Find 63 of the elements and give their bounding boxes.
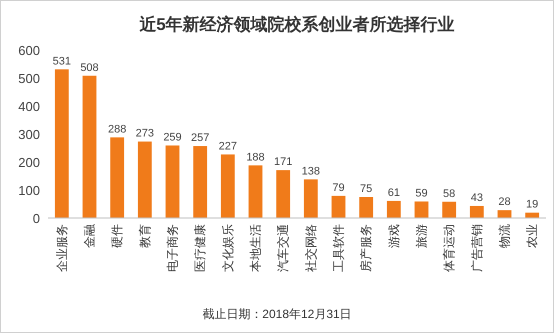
y-tick-label: 100 [18, 183, 40, 198]
data-label: 288 [108, 123, 126, 136]
data-label: 59 [415, 187, 428, 200]
data-label: 257 [190, 132, 210, 144]
y-tick-label: 500 [18, 71, 40, 86]
x-tick-label: 硬件 [110, 224, 124, 248]
bar [498, 210, 512, 218]
data-label: 227 [218, 140, 238, 152]
x-tick-label: 电子商务 [166, 224, 180, 272]
bar [110, 137, 124, 218]
bar [54, 69, 69, 218]
y-tick-label: 200 [18, 155, 40, 170]
data-label: 43 [470, 192, 483, 204]
x-tick-label: 农业 [525, 224, 540, 248]
data-label: 79 [332, 182, 345, 194]
bar [193, 146, 208, 218]
x-tick-label: 广告营销 [470, 224, 484, 272]
x-tick-label: 金融 [82, 224, 96, 248]
text: 截止日期：2018年12月31日 [202, 307, 352, 321]
data-label: 61 [388, 186, 400, 199]
bar [525, 212, 540, 218]
y-tick-label: 300 [18, 127, 40, 142]
bar [276, 170, 290, 218]
bar [138, 142, 152, 218]
data-label: 531 [52, 55, 72, 68]
data-label: 19 [526, 198, 538, 211]
bar [166, 145, 180, 218]
bar [470, 206, 484, 218]
x-tick-label: 体育运动 [442, 224, 456, 272]
y-tick-label: 400 [18, 99, 40, 114]
data-label: 508 [80, 62, 99, 74]
x-tick-label: 企业服务 [54, 224, 69, 272]
data-label: 259 [163, 131, 182, 144]
x-tick-label: 旅游 [414, 224, 428, 248]
data-label: 171 [274, 156, 292, 168]
chart-title: 近5年新经济领域院校系创业者所选择行业 [138, 15, 455, 34]
y-tick-label: 0 [32, 211, 40, 226]
data-label: 138 [302, 165, 320, 178]
bar [332, 196, 346, 218]
bar [248, 165, 262, 218]
x-tick-label: 房产服务 [359, 224, 374, 272]
x-tick-label: 本地生活 [248, 224, 262, 272]
x-tick-label: 物流 [498, 224, 512, 248]
x-tick-label: 社交网络 [304, 224, 318, 272]
x-tick-label: 医疗健康 [193, 224, 208, 272]
data-label: 188 [246, 151, 265, 164]
bar [414, 201, 428, 218]
bar [442, 202, 456, 218]
x-tick-label: 汽车交通 [276, 224, 290, 272]
x-tick-label: 文化娱乐 [220, 224, 235, 272]
y-tick-label: 600 [18, 43, 40, 58]
data-label: 28 [498, 196, 511, 208]
bar [304, 179, 318, 218]
x-tick-label: 教育 [138, 224, 152, 248]
x-tick-label: 工具软件 [332, 224, 346, 272]
bar [82, 76, 96, 218]
data-label: 75 [360, 183, 372, 195]
data-label: 273 [136, 128, 154, 140]
x-tick-label: 游戏 [386, 224, 401, 248]
bar [386, 200, 401, 218]
bar [359, 197, 374, 218]
data-label: 58 [443, 188, 456, 200]
bar [220, 154, 235, 218]
